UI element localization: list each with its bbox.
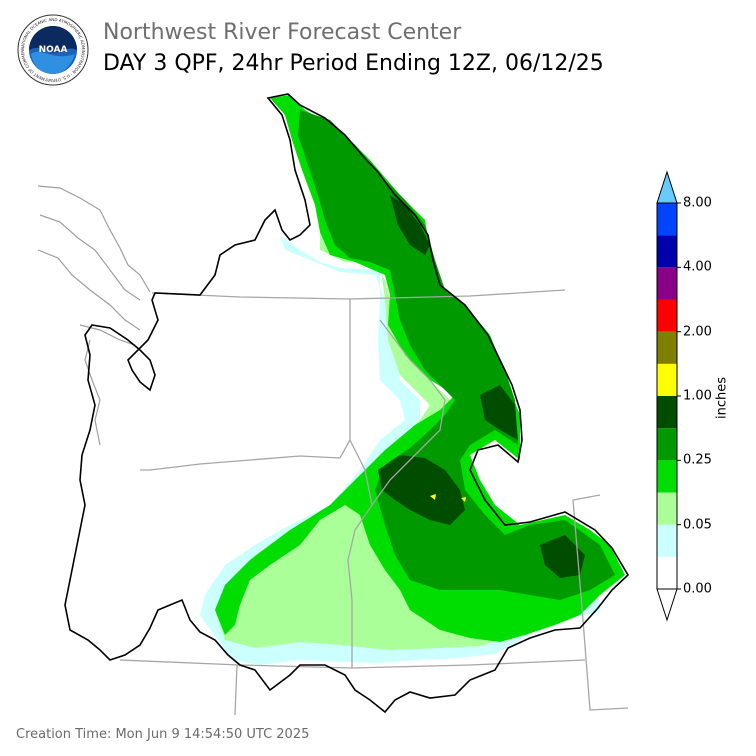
colorbar-tick-label: 0.05 [683,517,712,533]
qpf-core-east [480,385,518,440]
creation-time: Creation Time: Mon Jun 9 14:54:50 UTC 20… [16,727,310,742]
basin-outline [64,93,630,714]
colorbar-bins [656,202,678,590]
colorbar-bin [657,203,677,236]
state-borders [119,289,629,716]
noaa-logo: NOAA NATIONAL OCEANIC AND ATMOSPHERIC AD… [17,14,89,86]
colorbar-bin [657,331,677,364]
product-title: DAY 3 QPF, 24hr Period Ending 12Z, 06/12… [103,51,604,76]
colorbar-bin [657,492,677,525]
colorbar-bin [657,460,677,493]
qpf-spot-yellow [430,494,436,500]
colorbar-bin [657,428,677,461]
colorbar-bin [657,396,677,429]
colorbar-bin [657,363,677,396]
qpf-core-southeast [540,535,585,578]
colorbar-tick-label: 8.00 [683,195,712,211]
colorbar-tick-label: 2.00 [683,324,712,340]
colorbar-ticks [677,202,681,590]
colorbar-title: inches [714,376,730,420]
colorbar-extend-max [656,170,678,204]
qpf-area-moderate [215,95,625,642]
colorbar-tick-label: 0.25 [683,452,712,468]
colorbar-bin [657,267,677,300]
qpf-core-north [390,195,430,255]
colorbar-bin [657,299,677,332]
qpf-core-central [378,455,465,525]
colorbar-tick-label: 0.00 [683,581,712,597]
colorbar-tick-label: 1.00 [683,388,712,404]
qpf-spot-yellow-2 [461,497,466,502]
colorbar-extend-min [656,588,678,622]
colorbar-bin [657,556,677,589]
colorbar-tick-label: 4.00 [683,259,712,275]
coastline-wa [79,324,136,446]
coastline-bc [37,185,151,331]
colorbar [656,170,681,622]
qpf-area-heavy [298,110,615,600]
colorbar-bin [657,524,677,557]
colorbar-bin [657,235,677,268]
organization-title: Northwest River Forecast Center [103,20,462,45]
logo-text: NOAA [39,45,68,55]
